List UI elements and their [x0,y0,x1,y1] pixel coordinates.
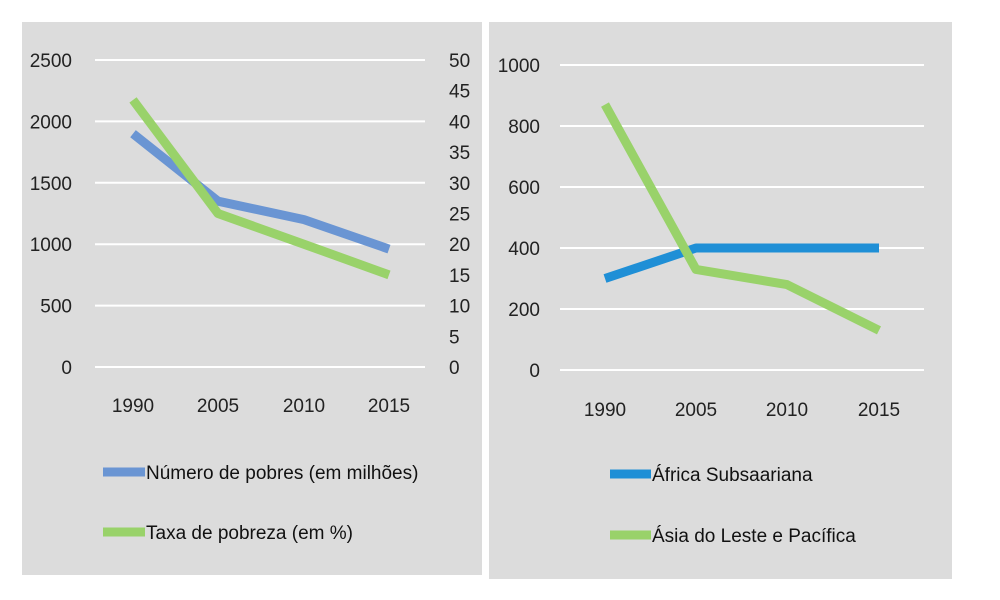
right-x-tick-label: 2010 [766,400,808,421]
right-y-tick-label: 600 [508,178,540,199]
right-y-tick-label: 0 [529,361,540,382]
left-x-tick-label: 2010 [283,396,325,417]
left-series-line [130,130,391,254]
right-x-tick-label: 1990 [584,400,626,421]
right-series-line [603,243,879,283]
right-y-tick-label: 400 [508,239,540,260]
left-y2-tick-label: 45 [449,82,470,103]
right-y-tick-label: 1000 [498,56,540,77]
left-y2-tick-label: 50 [449,51,470,72]
left-y2-tick-label: 15 [449,266,470,287]
right-y-tick-label: 800 [508,117,540,138]
left-y-tick-label: 1000 [30,235,72,256]
right-y-tick-label: 200 [508,300,540,321]
left-y2-tick-label: 40 [449,112,470,133]
left-y-tick-label: 1500 [30,174,72,195]
left-legend-label: Taxa de pobreza (em %) [146,523,353,544]
right-chart-panel [489,22,952,579]
left-legend-label: Número de pobres (em milhões) [146,463,418,484]
left-series-line [129,97,391,280]
left-y2-tick-label: 35 [449,143,470,164]
left-x-tick-label: 2015 [368,396,410,417]
left-y2-tick-label: 20 [449,235,470,256]
left-y2-tick-label: 25 [449,205,470,226]
left-x-tick-label: 1990 [112,396,154,417]
left-y-tick-label: 2000 [30,112,72,133]
left-y2-tick-label: 0 [449,358,460,379]
left-y2-tick-label: 30 [449,174,470,195]
right-x-tick-label: 2005 [675,400,717,421]
left-y2-tick-label: 5 [449,327,460,348]
left-x-tick-label: 2005 [197,396,239,417]
left-y-tick-label: 0 [61,358,72,379]
left-y2-tick-label: 10 [449,297,470,318]
right-series-line [601,102,882,335]
left-chart-panel [22,22,482,575]
right-x-tick-label: 2015 [858,400,900,421]
left-y-tick-label: 2500 [30,51,72,72]
right-legend-label: Ásia do Leste e Pacífica [652,526,856,547]
right-legend-label: África Subsaariana [652,465,813,486]
left-y-tick-label: 500 [40,297,72,318]
